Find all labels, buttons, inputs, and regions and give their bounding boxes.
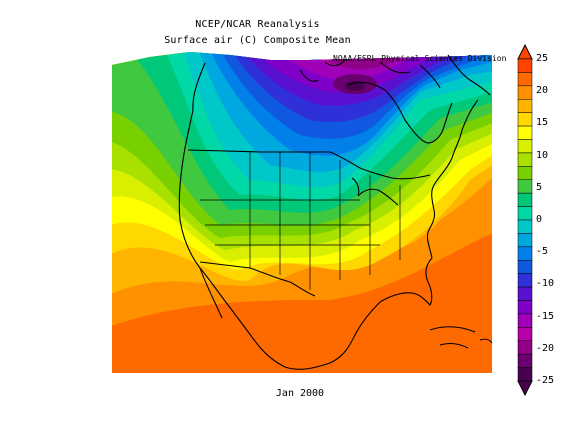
colorbar-segment [517,166,533,181]
temperature-field [112,52,492,373]
caribbean-islands [429,326,493,349]
colorbar-top-arrow [517,43,533,60]
colorbar-segment [517,353,533,368]
colorbar-tick-label: 5 [536,181,543,193]
colorbar-segment [517,58,533,73]
colorbar-segment [517,179,533,194]
colorbar-segment [517,273,533,288]
colorbar-segment [517,300,533,315]
colorbar-bottom-arrow [517,380,533,397]
colorbar-segment [517,152,533,167]
colorbar-tick-label: -10 [536,278,555,290]
colorbar-segment [517,139,533,154]
colorbar-tick-label: -15 [536,310,555,322]
colorbar-segment [517,246,533,261]
colorbar-tick-label: 10 [536,149,549,161]
map-title: NCEP/NCAR Reanalysis [195,19,320,30]
state-lines [200,152,401,290]
colorbar-segment [517,112,533,127]
colorbar-segment [517,125,533,140]
colorbar-segment [517,233,533,248]
colorbar-tick-label: 15 [536,117,549,129]
colorbar-segment [517,206,533,221]
colorbar-segment [517,192,533,207]
colorbar-tick-label: 0 [536,214,543,225]
colorbar [517,43,533,397]
colorbar-segment [517,340,533,355]
map-subtitle: Surface air (C) Composite Mean [164,35,351,46]
date-caption: Jan 2000 [275,388,325,399]
colorbar-tick-label: 20 [536,85,549,97]
colorbar-tick-label: -5 [536,246,549,258]
colorbar-segment [517,286,533,301]
colorbar-segment [517,99,533,113]
colorbar-segment [517,219,533,234]
colorbar-segment [517,313,533,328]
colorbar-tick-label: -25 [536,375,555,386]
colorbar-tick-label: 25 [536,53,549,64]
colorbar-tick-label: -20 [536,342,555,354]
data-credit: NOAA/ESRL Physical Sciences Division [333,54,507,63]
colorbar-segment [517,367,533,382]
map-boundaries [178,54,491,370]
colorbar-segment [517,260,533,274]
colorbar-segment [517,85,533,100]
colorbar-segment [517,327,533,342]
colorbar-segment [517,72,533,87]
